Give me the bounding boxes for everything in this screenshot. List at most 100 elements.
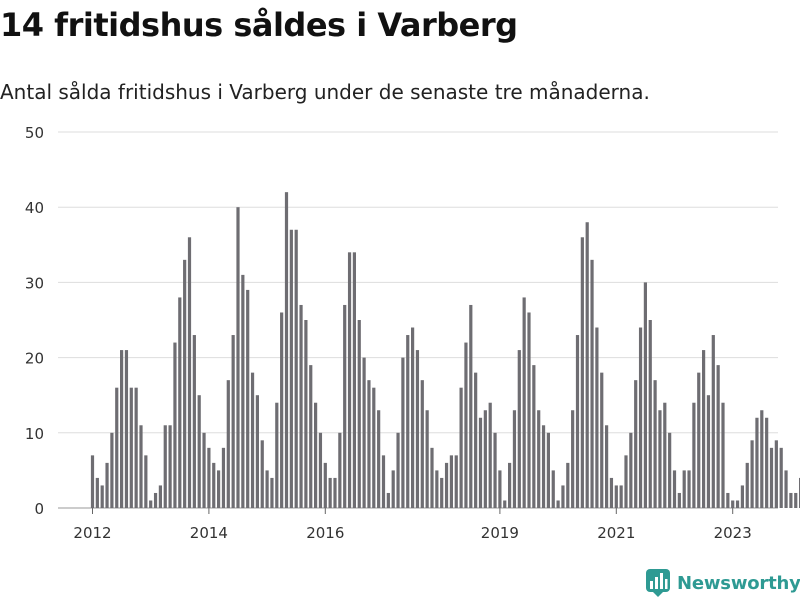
bar bbox=[309, 365, 313, 508]
bar bbox=[527, 312, 531, 508]
bar bbox=[124, 350, 129, 508]
x-tick-label: 2019 bbox=[481, 524, 519, 542]
bar bbox=[765, 417, 769, 508]
bar bbox=[609, 477, 614, 508]
bar bbox=[474, 372, 478, 508]
bar bbox=[605, 425, 609, 508]
bar bbox=[663, 402, 667, 508]
bar bbox=[624, 455, 628, 508]
bar bbox=[420, 380, 424, 508]
bar bbox=[406, 335, 410, 508]
bar bbox=[706, 395, 711, 508]
bar bbox=[702, 350, 706, 508]
bar bbox=[711, 335, 715, 508]
bar bbox=[556, 500, 560, 508]
brand-name: Newsworthy bbox=[677, 572, 800, 594]
bar bbox=[391, 470, 395, 508]
chart-subtitle: Antal sålda fritidshus i Varberg under d… bbox=[0, 80, 650, 104]
bar bbox=[212, 462, 216, 508]
bar bbox=[551, 470, 555, 508]
bar bbox=[595, 327, 599, 508]
bar bbox=[333, 477, 337, 508]
bar bbox=[367, 380, 371, 508]
bar bbox=[721, 402, 725, 508]
bar bbox=[672, 470, 677, 508]
bar bbox=[716, 365, 720, 508]
bar bbox=[430, 447, 434, 508]
bar bbox=[425, 410, 429, 508]
bar bbox=[508, 462, 512, 508]
bar bbox=[634, 380, 638, 508]
bar bbox=[357, 320, 361, 508]
bar bbox=[478, 417, 483, 508]
bar bbox=[120, 350, 124, 508]
x-tick-label: 2012 bbox=[73, 524, 111, 542]
bar bbox=[197, 395, 201, 508]
bar bbox=[381, 455, 386, 508]
bar bbox=[187, 237, 192, 508]
bar bbox=[95, 477, 99, 508]
bar bbox=[643, 282, 647, 508]
bar bbox=[178, 297, 182, 508]
bar bbox=[347, 252, 352, 508]
bar bbox=[192, 335, 196, 508]
bar bbox=[299, 304, 303, 508]
bar bbox=[90, 455, 95, 508]
bar bbox=[328, 477, 332, 508]
bar bbox=[338, 432, 342, 508]
bar bbox=[280, 312, 284, 508]
bar bbox=[677, 492, 681, 508]
bar bbox=[105, 462, 109, 508]
bar bbox=[532, 365, 536, 508]
bar bbox=[726, 492, 730, 508]
x-tick-label: 2016 bbox=[306, 524, 344, 542]
bar bbox=[100, 485, 104, 508]
bar bbox=[585, 222, 589, 509]
y-tick-label: 10 bbox=[25, 425, 44, 443]
bar bbox=[444, 462, 449, 508]
bar bbox=[760, 410, 764, 508]
bar bbox=[153, 492, 158, 508]
bar bbox=[731, 500, 735, 508]
bar bbox=[411, 327, 415, 508]
bar bbox=[658, 410, 662, 508]
bar bbox=[459, 387, 463, 508]
y-tick-label: 40 bbox=[25, 199, 44, 217]
bar bbox=[638, 327, 643, 508]
bar bbox=[435, 470, 439, 508]
bar bbox=[323, 462, 327, 508]
x-tick-label: 2014 bbox=[190, 524, 228, 542]
y-tick-label: 20 bbox=[25, 350, 44, 368]
bar bbox=[284, 192, 289, 508]
y-tick-label: 50 bbox=[25, 124, 44, 142]
bar bbox=[440, 477, 444, 508]
bar bbox=[158, 485, 162, 508]
bar bbox=[289, 229, 293, 508]
bar bbox=[580, 237, 584, 508]
bar bbox=[226, 380, 230, 508]
bar bbox=[352, 252, 356, 508]
bar bbox=[745, 462, 749, 508]
bar bbox=[522, 297, 526, 508]
bar bbox=[260, 440, 264, 508]
bar bbox=[537, 410, 541, 508]
bar bbox=[546, 432, 550, 508]
chart-title: 14 fritidshus såldes i Varberg bbox=[0, 6, 518, 44]
bar bbox=[270, 477, 274, 508]
bar bbox=[115, 387, 119, 508]
bar bbox=[221, 447, 226, 508]
bar bbox=[668, 432, 672, 508]
bar bbox=[493, 432, 497, 508]
bar bbox=[629, 432, 633, 508]
y-tick-label: 0 bbox=[34, 500, 44, 518]
bar bbox=[217, 470, 221, 508]
bar bbox=[362, 357, 366, 508]
bar bbox=[163, 425, 167, 508]
bar bbox=[343, 304, 347, 508]
bar bbox=[779, 447, 783, 508]
x-tick-label: 2023 bbox=[714, 524, 752, 542]
x-tick-label: 2021 bbox=[597, 524, 635, 542]
bar bbox=[561, 485, 565, 508]
bar bbox=[541, 425, 546, 508]
bar bbox=[619, 485, 623, 508]
